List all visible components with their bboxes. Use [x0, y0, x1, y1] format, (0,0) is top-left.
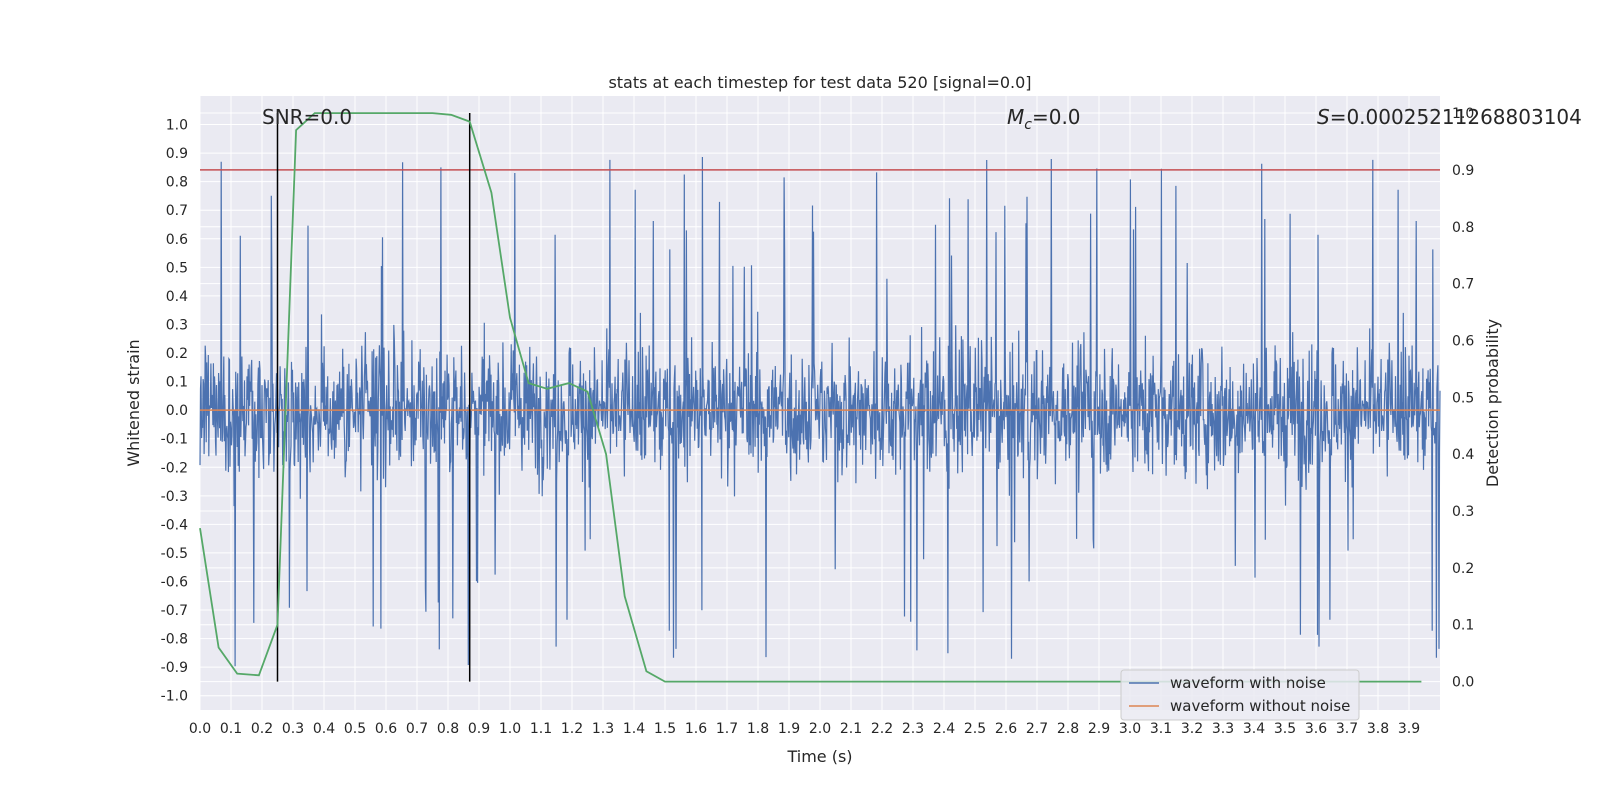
x-tick-label: 2.1	[840, 721, 862, 737]
y-axis-label: Whitened strain	[124, 339, 143, 466]
x-tick-label: 2.6	[995, 721, 1017, 737]
x-tick-label: 0.3	[282, 721, 304, 737]
x-tick-label: 1.8	[747, 721, 769, 737]
snr-annotation: SNR=0.0	[262, 105, 352, 129]
x-tick-label: 3.0	[1119, 721, 1141, 737]
y-tick-label: 1.0	[166, 118, 188, 134]
y-tick-label: -0.1	[161, 432, 188, 448]
x-tick-label: 0.1	[220, 721, 242, 737]
legend-box	[1120, 669, 1360, 721]
y2-tick-label: 0.8	[1452, 220, 1474, 236]
chirp-mass-value: =0.0	[1032, 105, 1081, 129]
y-tick-label: 0.7	[166, 203, 188, 219]
legend-label-without-noise: waveform without noise	[1170, 697, 1350, 715]
y-tick-label: -0.4	[161, 517, 188, 533]
y2-tick-label: 0.2	[1452, 561, 1474, 577]
x-tick-label: 3.1	[1150, 721, 1172, 737]
chart-title: stats at each timestep for test data 520…	[608, 73, 1031, 92]
x-tick-label: 1.3	[592, 721, 614, 737]
y-tick-label: -0.8	[161, 632, 188, 648]
y2-tick-label: 0.7	[1452, 277, 1474, 293]
y2-tick-label: 0.5	[1452, 390, 1474, 406]
x-tick-label: 2.7	[1026, 721, 1048, 737]
y-tick-label: 0.3	[166, 317, 188, 333]
x-tick-label: 0.8	[437, 721, 459, 737]
y-tick-label: -0.5	[161, 546, 188, 562]
y-tick-labels: 1.0 0.9 0.8 0.7 0.6 0.5 0.4 0.3 0.2 0.1 0.0 -0.1 -0.…	[161, 118, 188, 705]
y-gridlines	[200, 124, 1440, 697]
x-tick-label: 2.0	[809, 721, 831, 737]
y-tick-label: -0.6	[161, 574, 188, 590]
y2-tick-label: 0.4	[1452, 447, 1474, 463]
x-tick-label: 0.5	[344, 721, 366, 737]
y-tick-label: 0.4	[166, 289, 188, 305]
x-tick-label: 0.2	[251, 721, 273, 737]
x-tick-label: 2.9	[1088, 721, 1110, 737]
y-tick-label: 0.6	[166, 232, 188, 248]
x-tick-label: 1.6	[685, 721, 707, 737]
y-tick-label: -0.2	[161, 460, 188, 476]
x-axis-label: Time (s)	[786, 747, 852, 766]
y-tick-label: -0.7	[161, 603, 188, 619]
y2-tick-label: 0.9	[1452, 163, 1474, 179]
y-tick-label: 0.5	[166, 260, 188, 276]
x-tick-label: 3.5	[1274, 721, 1296, 737]
x-tick-label: 0.9	[468, 721, 490, 737]
x-tick-label: 2.5	[964, 721, 986, 737]
x-tick-label: 1.5	[654, 721, 676, 737]
x-tick-label: 1.1	[530, 721, 552, 737]
legend-label-with-noise: waveform with noise	[1170, 674, 1326, 692]
x-tick-label: 3.8	[1367, 721, 1389, 737]
x-tick-label: 3.2	[1181, 721, 1203, 737]
x-tick-label: 2.2	[871, 721, 893, 737]
x-tick-label: 0.0	[189, 721, 211, 737]
x-tick-label: 1.2	[561, 721, 583, 737]
y-tick-label: -0.9	[161, 660, 188, 676]
x-tick-label: 3.7	[1336, 721, 1358, 737]
y-tick-label: 0.8	[166, 175, 188, 191]
s-value: =0.00025211268803104	[1330, 105, 1582, 129]
x-tick-label: 2.8	[1057, 721, 1079, 737]
x-tick-label: 3.4	[1243, 721, 1265, 737]
x-tick-label: 3.3	[1212, 721, 1234, 737]
y-tick-label: -1.0	[161, 689, 188, 705]
y-tick-label: 0.1	[166, 375, 188, 391]
y2-tick-label: 0.0	[1452, 675, 1474, 691]
x-tick-label: 3.9	[1398, 721, 1420, 737]
y-tick-label: 0.2	[166, 346, 188, 362]
x-tick-label: 1.4	[623, 721, 645, 737]
s-symbol: S	[1317, 105, 1330, 129]
y2-tick-label: 0.1	[1452, 618, 1474, 634]
x-tick-label: 0.4	[313, 721, 335, 737]
y-tick-label: 0.0	[166, 403, 188, 419]
legend: waveform with noise waveform without noi…	[1120, 669, 1360, 721]
x-tick-label: 1.7	[716, 721, 738, 737]
y2-tick-label: 0.3	[1452, 504, 1474, 520]
y-tick-label: 0.9	[166, 146, 188, 162]
x-tick-label: 2.3	[902, 721, 924, 737]
y2-tick-label: 1.0	[1452, 106, 1474, 122]
s-annotation: S=0.00025211268803104	[1317, 105, 1582, 129]
x-tick-label: 2.4	[933, 721, 955, 737]
x-tick-labels: 0.0 0.1 0.2 0.3 0.4 0.5 0.6 0.7 0.8 0.9 1.0 1.1 1.2 1…	[189, 721, 1420, 737]
series-detection-probability	[199, 112, 1422, 683]
x-tick-label: 3.6	[1305, 721, 1327, 737]
x-tick-label: 0.7	[406, 721, 428, 737]
chirp-mass-annotation: Mc=0.0	[1007, 105, 1081, 133]
y-tick-label: -0.3	[161, 489, 188, 505]
series-waveform-with-noise	[199, 156, 1441, 667]
x-tick-label: 1.9	[778, 721, 800, 737]
y2-axis-label: Detection probability	[1483, 319, 1502, 487]
chirp-mass-symbol: M	[1007, 105, 1024, 129]
y2-tick-label: 0.6	[1452, 333, 1474, 349]
x-tick-label: 1.0	[499, 721, 521, 737]
chirp-mass-subscript: c	[1024, 117, 1032, 133]
y2-tick-labels: 1.0 0.9 0.8 0.7 0.6 0.5 0.4 0.3 0.2 0.1 0.0	[1452, 106, 1474, 691]
x-tick-label: 0.6	[375, 721, 397, 737]
